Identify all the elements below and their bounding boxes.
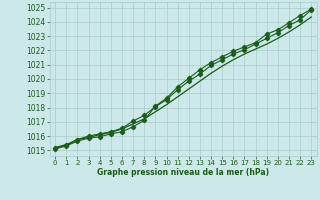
X-axis label: Graphe pression niveau de la mer (hPa): Graphe pression niveau de la mer (hPa) — [97, 168, 269, 177]
